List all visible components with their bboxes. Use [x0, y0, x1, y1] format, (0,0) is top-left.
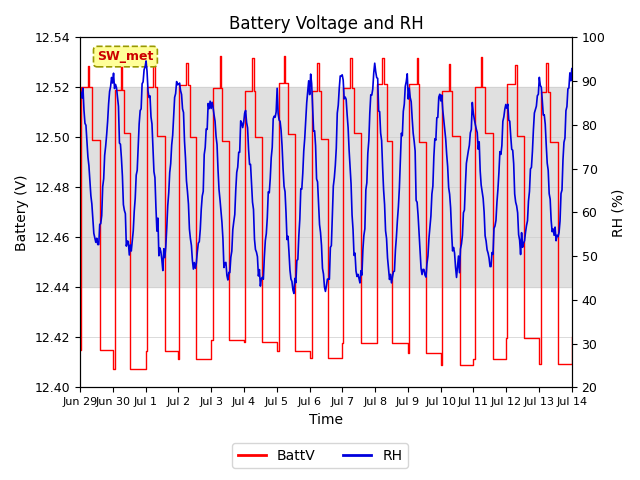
Bar	[80, 87, 572, 288]
Y-axis label: Battery (V): Battery (V)	[15, 174, 29, 251]
Legend: BattV, RH: BattV, RH	[232, 443, 408, 468]
Text: SW_met: SW_met	[97, 50, 154, 63]
Title: Battery Voltage and RH: Battery Voltage and RH	[228, 15, 423, 33]
X-axis label: Time: Time	[309, 413, 343, 427]
Y-axis label: RH (%): RH (%)	[611, 188, 625, 237]
